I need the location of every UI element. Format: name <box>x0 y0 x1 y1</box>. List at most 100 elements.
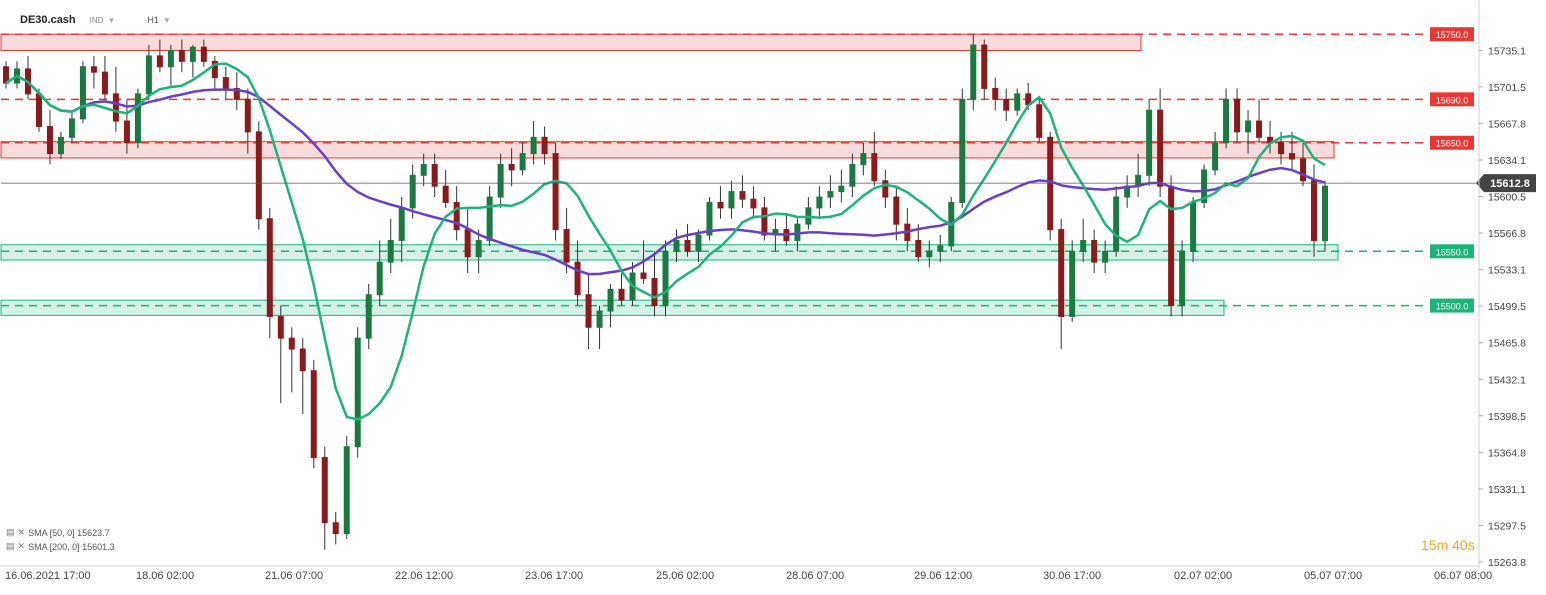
candle-body[interactable] <box>277 315 284 339</box>
candle-body[interactable] <box>1201 169 1208 203</box>
candle-body[interactable] <box>387 239 394 263</box>
candle-body[interactable] <box>1322 185 1328 241</box>
candle-body[interactable] <box>1245 120 1252 133</box>
candle-body[interactable] <box>1113 196 1120 252</box>
candle-body[interactable] <box>189 46 196 62</box>
candle-body[interactable] <box>1311 180 1318 241</box>
candle-body[interactable] <box>1278 142 1285 155</box>
candle-body[interactable] <box>486 196 493 241</box>
candle-body[interactable] <box>101 71 108 95</box>
candle-body[interactable] <box>233 87 240 100</box>
candle-body[interactable] <box>563 229 570 263</box>
candle-body[interactable] <box>585 294 592 328</box>
candle-body[interactable] <box>651 277 658 307</box>
candle-body[interactable] <box>1223 98 1230 144</box>
candle-body[interactable] <box>1256 120 1263 138</box>
candle-body[interactable] <box>1234 98 1241 133</box>
candle-body[interactable] <box>596 310 603 328</box>
candle-body[interactable] <box>981 44 988 89</box>
candle-body[interactable] <box>123 120 130 144</box>
candle-body[interactable] <box>816 196 823 209</box>
candle-body[interactable] <box>167 49 174 68</box>
candle-body[interactable] <box>574 261 581 296</box>
candle-body[interactable] <box>1146 109 1153 176</box>
candle-body[interactable] <box>145 55 152 95</box>
candle-body[interactable] <box>607 288 614 312</box>
candle-body[interactable] <box>739 191 746 200</box>
candle-body[interactable] <box>508 163 515 171</box>
candle-body[interactable] <box>893 196 900 225</box>
candle-body[interactable] <box>695 234 702 252</box>
candle-body[interactable] <box>112 93 119 122</box>
candle-body[interactable] <box>871 153 878 182</box>
timeframe-dropdown-icon[interactable]: ▼ <box>162 15 171 25</box>
candle-body[interactable] <box>1168 185 1175 307</box>
candle-body[interactable] <box>288 337 295 350</box>
candle-body[interactable] <box>970 44 977 100</box>
candle-body[interactable] <box>1102 250 1109 263</box>
candle-body[interactable] <box>1300 158 1307 182</box>
candle-body[interactable] <box>178 49 185 62</box>
candle-body[interactable] <box>354 337 361 448</box>
candle-body[interactable] <box>1212 142 1219 171</box>
candle-body[interactable] <box>959 98 966 203</box>
timeframe-selector[interactable]: H1 <box>147 15 159 25</box>
resistance-zone[interactable] <box>0 141 1335 159</box>
candle-body[interactable] <box>1058 229 1065 317</box>
candle-body[interactable] <box>398 207 405 241</box>
candle-body[interactable] <box>1080 239 1087 252</box>
candle-body[interactable] <box>35 93 42 127</box>
candle-body[interactable] <box>1289 153 1296 160</box>
candle-body[interactable] <box>79 66 86 120</box>
candle-body[interactable] <box>915 239 922 258</box>
candle-body[interactable] <box>90 66 97 73</box>
candle-body[interactable] <box>992 87 999 100</box>
indicator-remove-icon[interactable]: ✕ <box>17 541 26 551</box>
symbol-name[interactable]: DE30.cash <box>20 14 76 26</box>
candle-body[interactable] <box>266 218 273 317</box>
candle-body[interactable] <box>618 288 625 301</box>
candle-body[interactable] <box>222 77 229 89</box>
candle-body[interactable] <box>882 180 889 198</box>
candle-body[interactable] <box>134 93 141 144</box>
candle-body[interactable] <box>706 201 713 236</box>
candle-body[interactable] <box>244 98 251 133</box>
candle-body[interactable] <box>937 245 944 252</box>
candle-body[interactable] <box>1036 104 1043 138</box>
candle-body[interactable] <box>46 125 53 155</box>
indicator-settings-icon[interactable]: ▤ <box>6 527 15 537</box>
resistance-zone[interactable] <box>0 33 1142 51</box>
candle-body[interactable] <box>1091 239 1098 263</box>
candle-body[interactable] <box>640 272 647 279</box>
candle-body[interactable] <box>519 153 526 171</box>
candle-body[interactable] <box>211 60 218 79</box>
symbol-dropdown-icon[interactable]: ▼ <box>107 15 116 25</box>
candle-body[interactable] <box>1179 250 1186 307</box>
candle-body[interactable] <box>68 118 75 138</box>
support-zone[interactable] <box>0 244 1339 261</box>
candle-body[interactable] <box>761 207 768 236</box>
candle-body[interactable] <box>464 229 471 258</box>
candle-body[interactable] <box>409 174 416 209</box>
candle-body[interactable] <box>321 457 328 524</box>
candle-body[interactable] <box>420 163 427 176</box>
candle-body[interactable] <box>1157 109 1164 187</box>
candle-body[interactable] <box>1003 98 1010 111</box>
candle-body[interactable] <box>541 136 548 155</box>
candle-body[interactable] <box>453 201 460 231</box>
candle-body[interactable] <box>750 198 757 209</box>
candle-body[interactable] <box>200 46 207 62</box>
candle-body[interactable] <box>1190 201 1197 252</box>
candle-body[interactable] <box>684 239 691 252</box>
candle-body[interactable] <box>365 294 372 339</box>
candle-body[interactable] <box>926 250 933 258</box>
candle-body[interactable] <box>299 348 306 372</box>
candle-body[interactable] <box>332 522 339 535</box>
candle-body[interactable] <box>552 153 559 231</box>
candle-body[interactable] <box>376 261 383 296</box>
candle-body[interactable] <box>827 191 834 198</box>
indicator-remove-icon[interactable]: ✕ <box>17 527 26 537</box>
candle-body[interactable] <box>343 446 350 535</box>
candle-body[interactable] <box>442 185 449 203</box>
